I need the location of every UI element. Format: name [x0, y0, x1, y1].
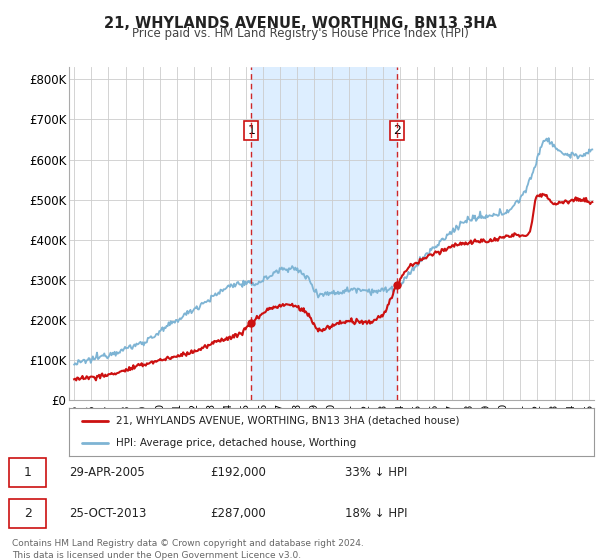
Bar: [251, 67, 397, 400]
Text: 29-APR-2005: 29-APR-2005: [69, 465, 145, 479]
Text: HPI: Average price, detached house, Worthing: HPI: Average price, detached house, Wort…: [116, 438, 356, 448]
Text: £192,000: £192,000: [210, 465, 266, 479]
Text: 25-OCT-2013: 25-OCT-2013: [69, 507, 146, 520]
Text: 18% ↓ HPI: 18% ↓ HPI: [345, 507, 407, 520]
Text: 33% ↓ HPI: 33% ↓ HPI: [345, 465, 407, 479]
Text: Contains HM Land Registry data © Crown copyright and database right 2024.
This d: Contains HM Land Registry data © Crown c…: [12, 539, 364, 559]
Text: 1: 1: [23, 465, 32, 479]
Text: 21, WHYLANDS AVENUE, WORTHING, BN13 3HA (detached house): 21, WHYLANDS AVENUE, WORTHING, BN13 3HA …: [116, 416, 460, 426]
Text: 21, WHYLANDS AVENUE, WORTHING, BN13 3HA: 21, WHYLANDS AVENUE, WORTHING, BN13 3HA: [104, 16, 496, 31]
Text: 1: 1: [247, 124, 255, 137]
Text: 2: 2: [23, 507, 32, 520]
Text: 2: 2: [393, 124, 401, 137]
Text: £287,000: £287,000: [210, 507, 266, 520]
Text: Price paid vs. HM Land Registry's House Price Index (HPI): Price paid vs. HM Land Registry's House …: [131, 27, 469, 40]
